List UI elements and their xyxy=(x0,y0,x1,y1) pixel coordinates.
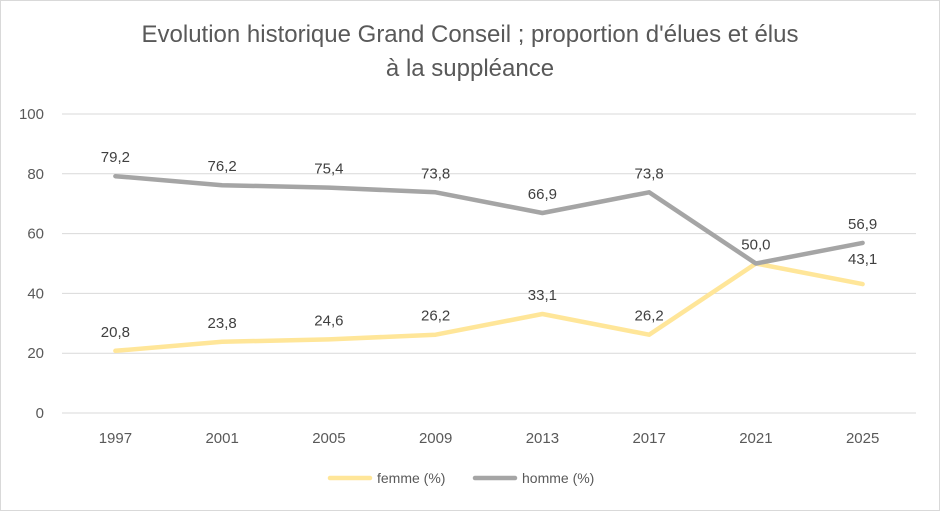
data-label-homme-2009: 73,8 xyxy=(421,165,450,182)
series-line-femme xyxy=(113,261,865,354)
y-tick-label-60: 60 xyxy=(27,226,44,243)
y-tick-label-0: 0 xyxy=(36,405,44,422)
data-label-homme-2017: 73,8 xyxy=(635,165,664,182)
data-label-femme-2013: 33,1 xyxy=(528,287,557,304)
data-label-femme-2017: 26,2 xyxy=(635,308,664,325)
y-tick-label-20: 20 xyxy=(27,345,44,362)
x-tick-label-2021: 2021 xyxy=(739,430,772,447)
x-tick-label-1997: 1997 xyxy=(99,430,132,447)
data-label-homme-2021: 50,0 xyxy=(741,237,770,254)
x-tick-label-2009: 2009 xyxy=(419,430,452,447)
chart-title-line-1: Evolution historique Grand Conseil ; pro… xyxy=(141,21,799,48)
data-label-femme-1997: 20,8 xyxy=(101,324,130,341)
data-label-femme-2005: 24,6 xyxy=(314,312,343,329)
legend-label-femme: femme (%) xyxy=(377,470,445,486)
x-tick-label-2017: 2017 xyxy=(632,430,665,447)
series-line-homme xyxy=(113,173,865,266)
x-tick-label-2025: 2025 xyxy=(846,430,879,447)
chart-title-line-2: à la suppléance xyxy=(385,55,555,82)
x-tick-label-2005: 2005 xyxy=(312,430,345,447)
chart-title: Evolution historique Grand Conseil ; pro… xyxy=(0,18,940,86)
data-label-homme-2013: 66,9 xyxy=(528,186,557,203)
data-label-homme-2001: 76,2 xyxy=(208,158,237,175)
x-tick-label-2013: 2013 xyxy=(526,430,559,447)
data-label-homme-2005: 75,4 xyxy=(314,161,343,178)
y-tick-label-80: 80 xyxy=(27,166,44,183)
data-label-homme-1997: 79,2 xyxy=(101,149,130,166)
x-tick-label-2001: 2001 xyxy=(205,430,238,447)
data-label-homme-2025: 56,9 xyxy=(848,216,877,233)
y-tick-label-100: 100 xyxy=(19,106,44,123)
y-tick-label-40: 40 xyxy=(27,285,44,302)
data-label-femme-2001: 23,8 xyxy=(208,315,237,332)
data-label-femme-2009: 26,2 xyxy=(421,308,450,325)
data-label-femme-2025: 43,1 xyxy=(848,251,877,268)
legend-label-homme: homme (%) xyxy=(522,470,594,486)
